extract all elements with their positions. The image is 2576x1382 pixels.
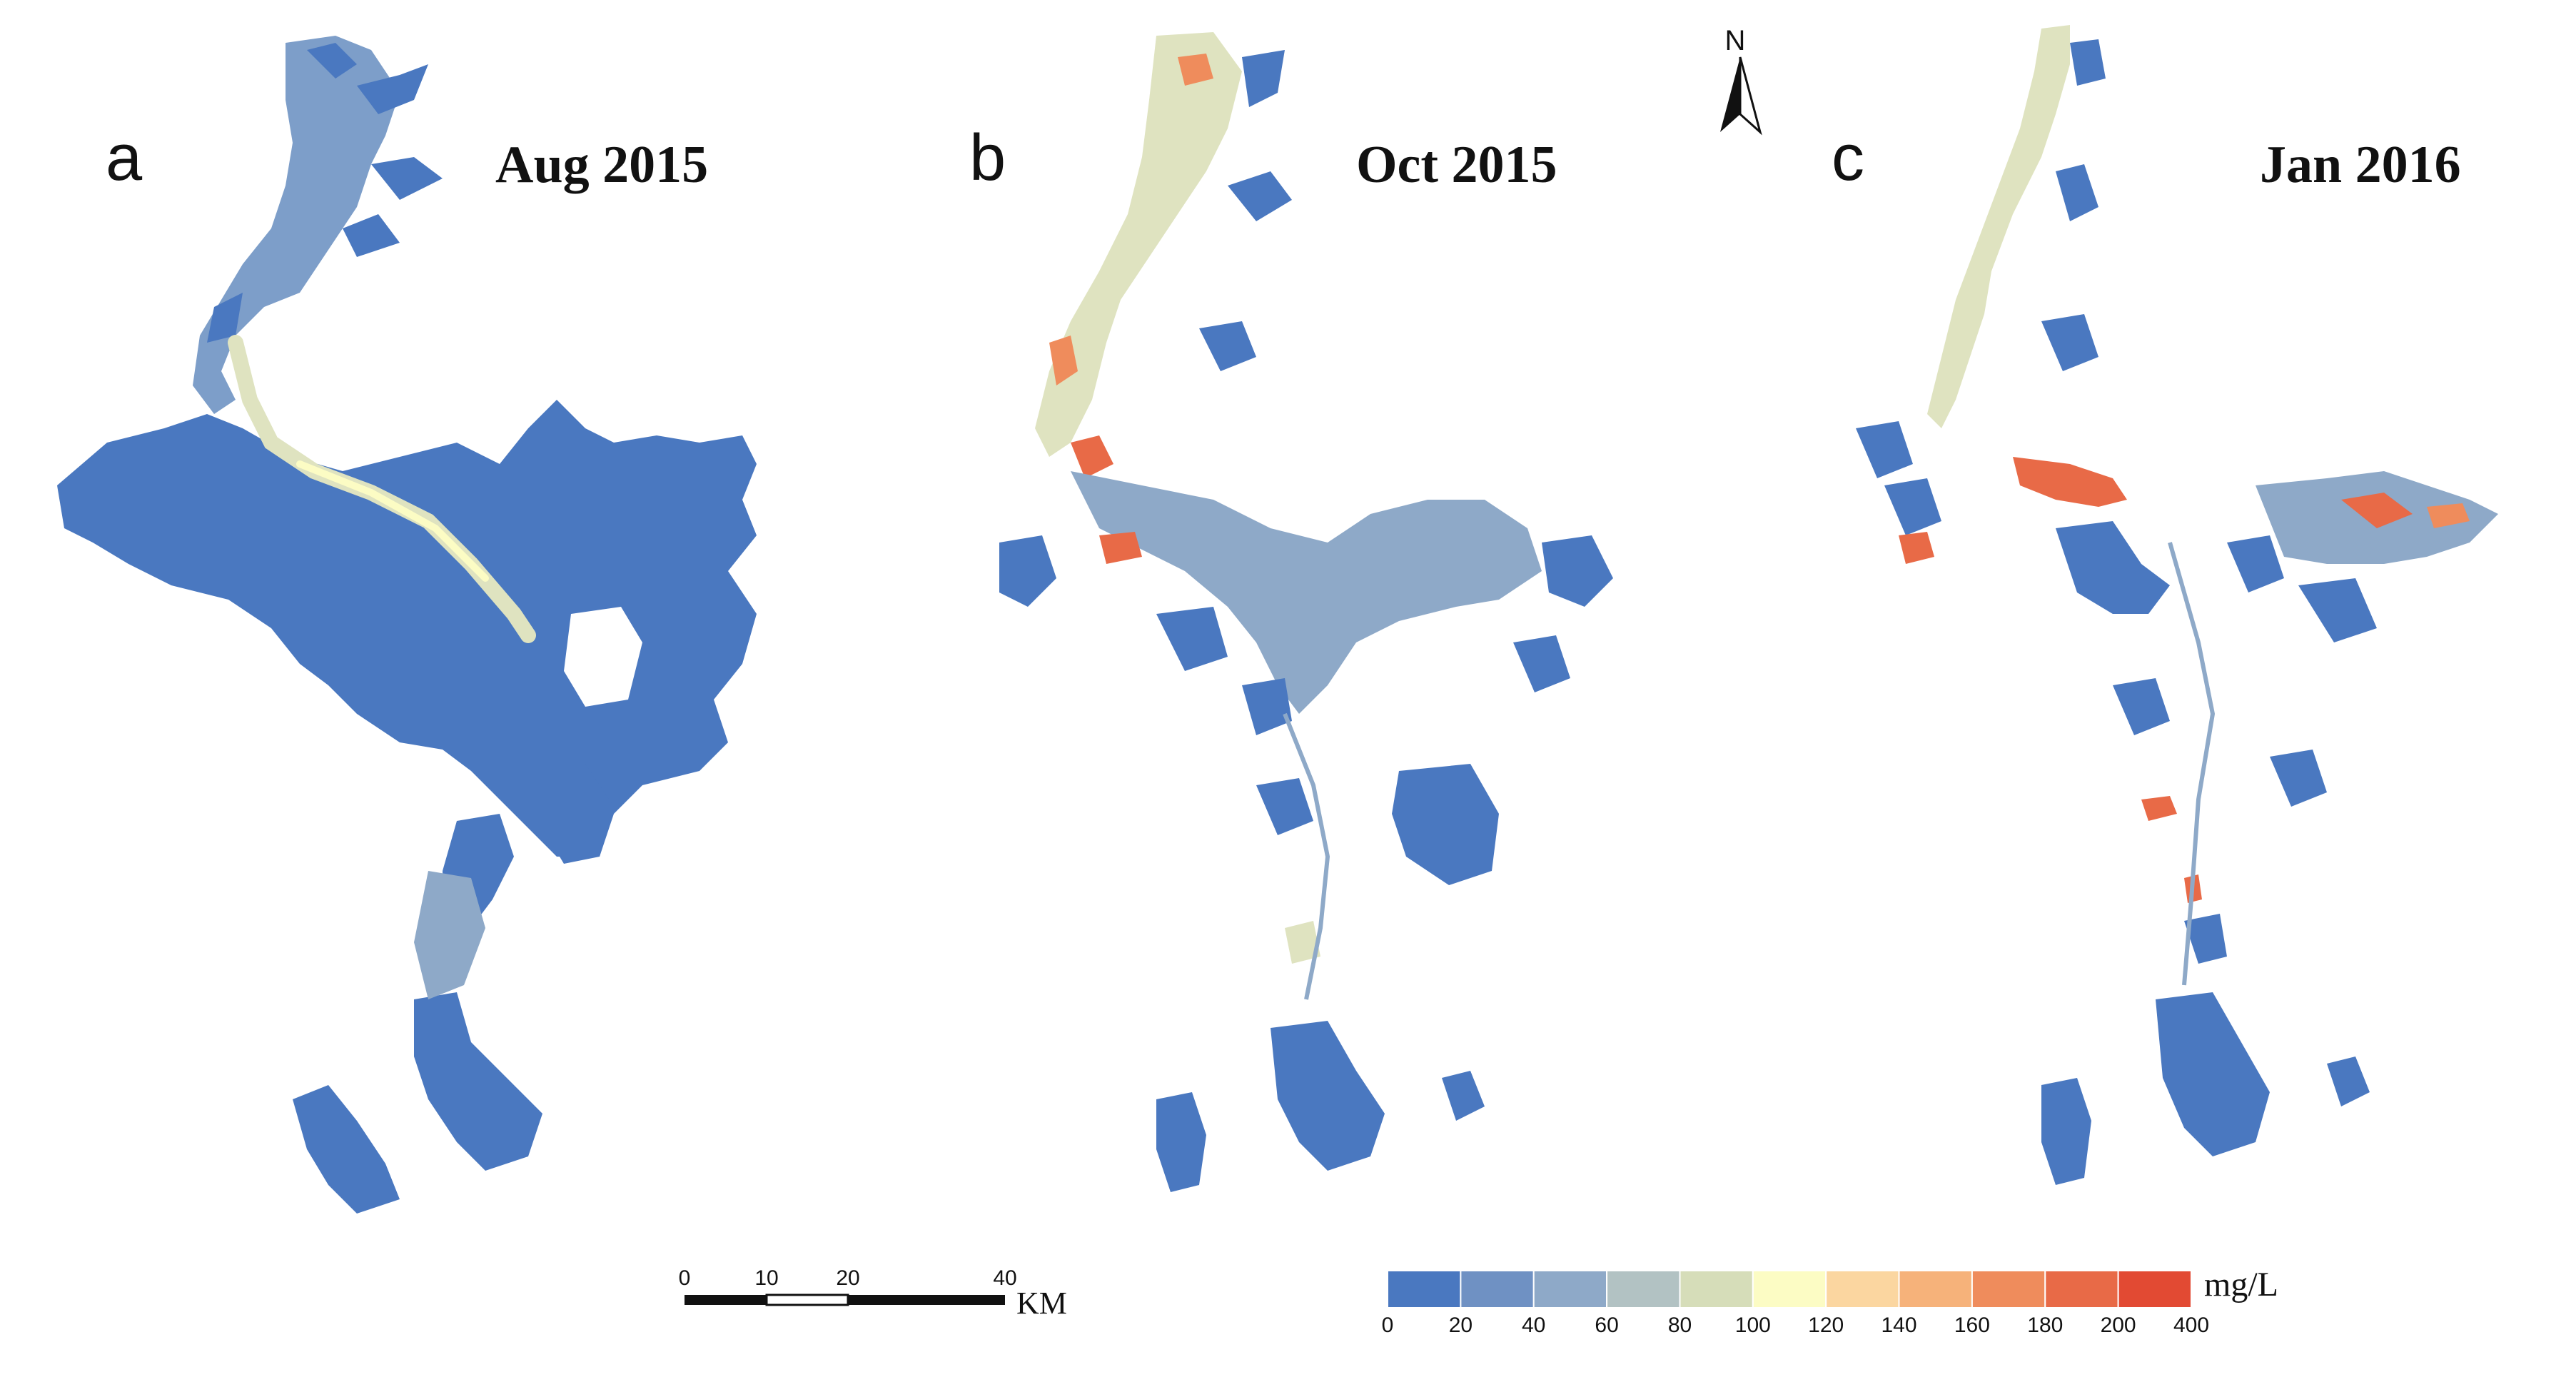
north-arrow: N: [1720, 25, 1762, 136]
legend-tick-label: 0: [1382, 1313, 1394, 1337]
panel-b-water-map: [999, 32, 1613, 1192]
panel-a: a Aug 2015: [57, 36, 757, 1214]
panel-c-date: Jan 2016: [2260, 136, 2461, 194]
legend-swatch: [1679, 1270, 1754, 1308]
scale-bar-segment-1: [685, 1295, 767, 1305]
legend-tick-label: 60: [1595, 1313, 1618, 1337]
scale-tick-40: 40: [993, 1266, 1016, 1290]
scale-bar: 0 10 20 40 KM: [679, 1266, 1067, 1321]
legend-swatch: [1460, 1270, 1535, 1308]
legend-tick-label: 180: [2027, 1313, 2063, 1337]
legend-swatch: [1606, 1270, 1681, 1308]
legend-swatch: [2117, 1270, 2193, 1308]
legend-swatch: [1387, 1270, 1462, 1308]
legend-ticks: 0 20 40 60 80 100 120 140 160 180 200 400: [1382, 1313, 2209, 1337]
legend-swatch: [2044, 1270, 2119, 1308]
legend-tick-label: 80: [1668, 1313, 1692, 1337]
legend-swatch: [1971, 1270, 2046, 1308]
panel-b-letter: b: [969, 121, 1006, 194]
panel-b: b Oct 2015: [969, 32, 1613, 1192]
legend-swatch: [1898, 1270, 1973, 1308]
legend-swatch: [1752, 1270, 1827, 1308]
scale-tick-0: 0: [679, 1266, 691, 1290]
legend-unit: mg/L: [2204, 1266, 2278, 1303]
legend-swatch: [1825, 1270, 1900, 1308]
scale-bar-segment-2: [765, 1293, 849, 1306]
legend-tick-label: 40: [1522, 1313, 1545, 1337]
color-legend: 0 20 40 60 80 100 120 140 160 180 200 400 mg/L: [1382, 1266, 2278, 1337]
legend-tick-label: 120: [1808, 1313, 1844, 1337]
north-arrow-dark-half: [1720, 57, 1740, 132]
panel-c: c Jan 2016: [1832, 25, 2498, 1185]
legend-tick-label: 100: [1735, 1313, 1771, 1337]
legend-tick-label: 200: [2101, 1313, 2136, 1337]
legend-tick-label: 160: [1954, 1313, 1990, 1337]
north-arrow-label: N: [1725, 25, 1746, 56]
legend-tick-label: 400: [2173, 1313, 2209, 1337]
legend-swatches: [1387, 1270, 2193, 1308]
scale-tick-10: 10: [754, 1266, 778, 1290]
scale-bar-segment-3: [848, 1295, 1005, 1305]
panel-a-water-map: [57, 36, 757, 1214]
legend-tick-label: 140: [1881, 1313, 1916, 1337]
scale-tick-20: 20: [836, 1266, 859, 1290]
north-arrow-light-half: [1739, 56, 1762, 136]
legend-swatch: [1532, 1270, 1608, 1308]
panel-a-date: Aug 2015: [495, 136, 708, 194]
panel-c-water-map: [1856, 25, 2498, 1185]
panel-c-letter: c: [1832, 121, 1864, 194]
scale-unit: KM: [1016, 1286, 1067, 1321]
panel-a-letter: a: [106, 121, 143, 194]
panel-b-date: Oct 2015: [1356, 136, 1557, 194]
legend-tick-label: 20: [1449, 1313, 1473, 1337]
